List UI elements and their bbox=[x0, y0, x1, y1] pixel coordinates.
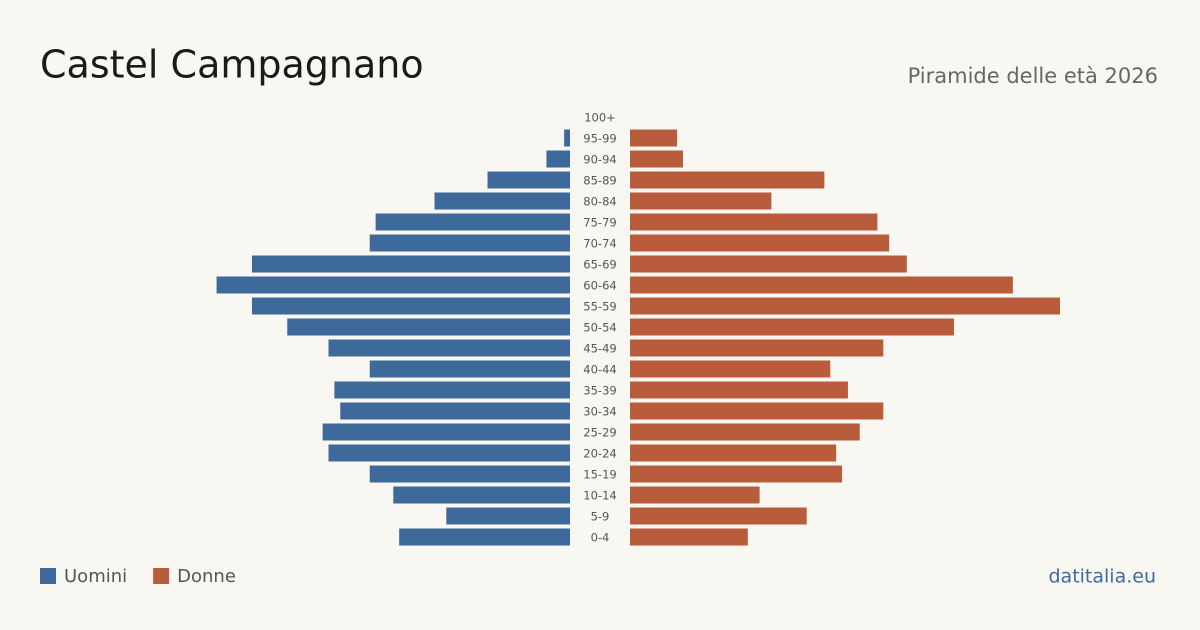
bar bbox=[446, 507, 570, 525]
age-label: 25-29 bbox=[583, 426, 616, 440]
bar bbox=[369, 234, 570, 252]
age-label: 85-89 bbox=[583, 174, 616, 188]
bar bbox=[630, 276, 1013, 294]
bar bbox=[630, 339, 884, 357]
age-label: 10-14 bbox=[583, 489, 616, 503]
age-label: 80-84 bbox=[583, 195, 616, 209]
age-label: 65-69 bbox=[583, 258, 616, 272]
bar bbox=[334, 381, 570, 399]
bar bbox=[630, 150, 684, 168]
age-label: 40-44 bbox=[583, 363, 616, 377]
age-label: 55-59 bbox=[583, 300, 616, 314]
bar bbox=[251, 297, 571, 315]
legend-swatch bbox=[40, 568, 56, 584]
bar bbox=[630, 171, 825, 189]
age-label: 100+ bbox=[584, 111, 616, 125]
bar bbox=[287, 318, 570, 336]
bar bbox=[369, 360, 570, 378]
source: datitalia.eu bbox=[1049, 566, 1157, 588]
bar bbox=[546, 150, 570, 168]
age-label: 5-9 bbox=[591, 510, 610, 524]
bar bbox=[393, 486, 570, 504]
age-label: 35-39 bbox=[583, 384, 616, 398]
bar bbox=[630, 528, 748, 546]
age-label: 0-4 bbox=[591, 531, 610, 545]
bar bbox=[630, 129, 678, 147]
age-label: 30-34 bbox=[583, 405, 616, 419]
bar bbox=[328, 339, 570, 357]
age-label: 95-99 bbox=[583, 132, 616, 146]
bar bbox=[434, 192, 570, 210]
bar bbox=[399, 528, 570, 546]
bar bbox=[630, 234, 890, 252]
age-label: 20-24 bbox=[583, 447, 616, 461]
legend-swatch bbox=[153, 568, 170, 584]
bar bbox=[375, 213, 570, 231]
bar bbox=[630, 486, 760, 504]
bar bbox=[369, 465, 570, 483]
bar bbox=[630, 381, 848, 399]
bar bbox=[630, 213, 878, 231]
bar bbox=[630, 360, 831, 378]
bar bbox=[340, 402, 570, 420]
age-label: 60-64 bbox=[583, 279, 616, 293]
age-label: 70-74 bbox=[583, 237, 616, 251]
bar bbox=[630, 402, 884, 420]
bar bbox=[322, 423, 570, 441]
bar bbox=[630, 423, 860, 441]
bar bbox=[328, 444, 570, 462]
age-label: 15-19 bbox=[583, 468, 616, 482]
bar bbox=[251, 255, 571, 273]
bar bbox=[630, 318, 954, 336]
chart-subtitle: Piramide delle età 2026 bbox=[908, 64, 1158, 88]
bar bbox=[630, 192, 772, 210]
bar bbox=[564, 129, 570, 147]
chart-title: Castel Campagnano bbox=[40, 43, 424, 87]
bar bbox=[630, 255, 907, 273]
bar bbox=[216, 276, 570, 294]
age-label: 45-49 bbox=[583, 342, 616, 356]
bar bbox=[487, 171, 570, 189]
bar bbox=[630, 507, 807, 525]
age-label: 90-94 bbox=[583, 153, 616, 167]
age-label: 75-79 bbox=[583, 216, 616, 230]
bar bbox=[630, 465, 843, 483]
bar bbox=[630, 444, 837, 462]
bar bbox=[630, 297, 1060, 315]
legend-label: Uomini bbox=[64, 566, 127, 587]
age-label: 50-54 bbox=[583, 321, 616, 335]
legend-label: Donne bbox=[177, 566, 236, 587]
